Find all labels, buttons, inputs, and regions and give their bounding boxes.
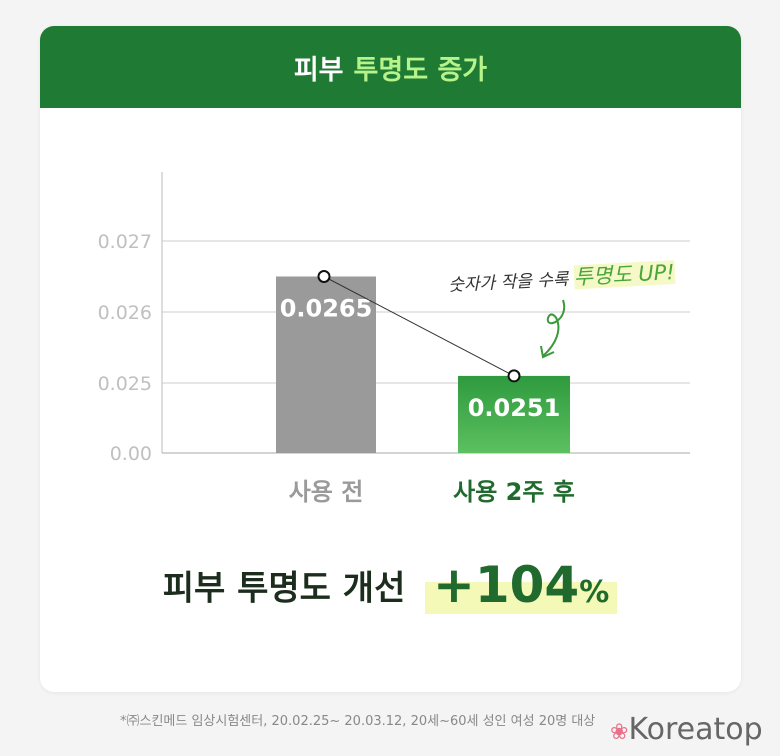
x-tick-label: 사용 2주 후 xyxy=(453,478,575,506)
result-card: 피부 투명도 증가 xyxy=(40,26,741,692)
annotation-highlight: 투명도 UP! xyxy=(573,260,676,290)
data-label: 0.0265 xyxy=(280,295,373,323)
data-label: 0.0251 xyxy=(468,394,561,422)
card-header: 피부 투명도 증가 xyxy=(40,26,741,108)
y-tick-label: 0.025 xyxy=(98,373,152,395)
y-tick-label: 0.027 xyxy=(98,231,152,253)
result-value: +104% xyxy=(424,556,618,614)
result-number: +104 xyxy=(432,556,580,614)
bar-chart: 0.00 0.025 0.026 0.027 0.0265 사용 전 0.0251 사용 2주… xyxy=(98,172,690,506)
lotus-icon: ❀ xyxy=(610,720,629,745)
y-tick-label: 0.026 xyxy=(98,302,152,324)
trend-line xyxy=(323,276,515,377)
title-plain: 피부 xyxy=(293,54,344,86)
y-tick-label: 0.00 xyxy=(110,443,152,465)
result-unit: % xyxy=(579,575,610,610)
watermark-text: Koreatop xyxy=(628,712,763,747)
watermark-logo: ❀Koreatop xyxy=(610,712,763,747)
result-label: 피부 투명도 개선 xyxy=(162,568,406,609)
arrow-icon xyxy=(542,299,566,357)
data-point xyxy=(507,369,521,383)
result-summary: 피부 투명도 개선 +104% xyxy=(0,556,780,614)
annotation-text: 숫자가 작을 수록 xyxy=(447,269,569,296)
data-point xyxy=(317,270,331,283)
title-highlight: 투명도 증가 xyxy=(353,54,488,86)
arrow-head-icon xyxy=(540,345,555,359)
x-tick-label: 사용 전 xyxy=(289,478,364,506)
footnote: *㈜스킨메드 임상시험센터, 20.02.25~ 20.03.12, 20세~6… xyxy=(120,714,596,729)
bar xyxy=(276,276,376,453)
bar xyxy=(458,375,570,453)
